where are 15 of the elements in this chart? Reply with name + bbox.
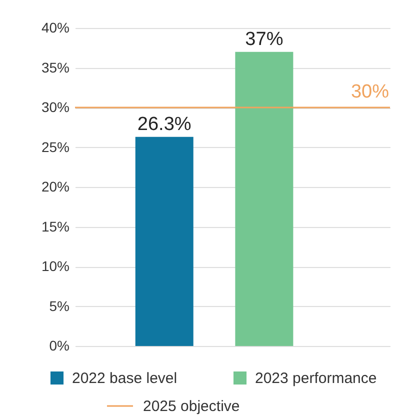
y-tick-label: 10% xyxy=(41,258,70,274)
legend-label: 2023 performance xyxy=(255,370,377,387)
annotation: 30% xyxy=(350,82,390,102)
y-tick-label: 15% xyxy=(41,218,70,234)
y-tick-label: 30% xyxy=(41,99,70,115)
y-tick-label: 5% xyxy=(49,298,70,314)
y-tick-label: 40% xyxy=(41,20,70,36)
y-tick-label: 35% xyxy=(41,59,70,76)
data-label: 37% xyxy=(245,28,284,50)
legend-label: 2025 objective xyxy=(143,398,240,415)
y-tick-label: 20% xyxy=(41,178,70,194)
data-label: 26.3% xyxy=(137,114,192,135)
legend-label: 2022 base level xyxy=(72,370,178,387)
y-tick-label: 0% xyxy=(49,338,70,354)
y-tick-label: 25% xyxy=(41,138,70,155)
